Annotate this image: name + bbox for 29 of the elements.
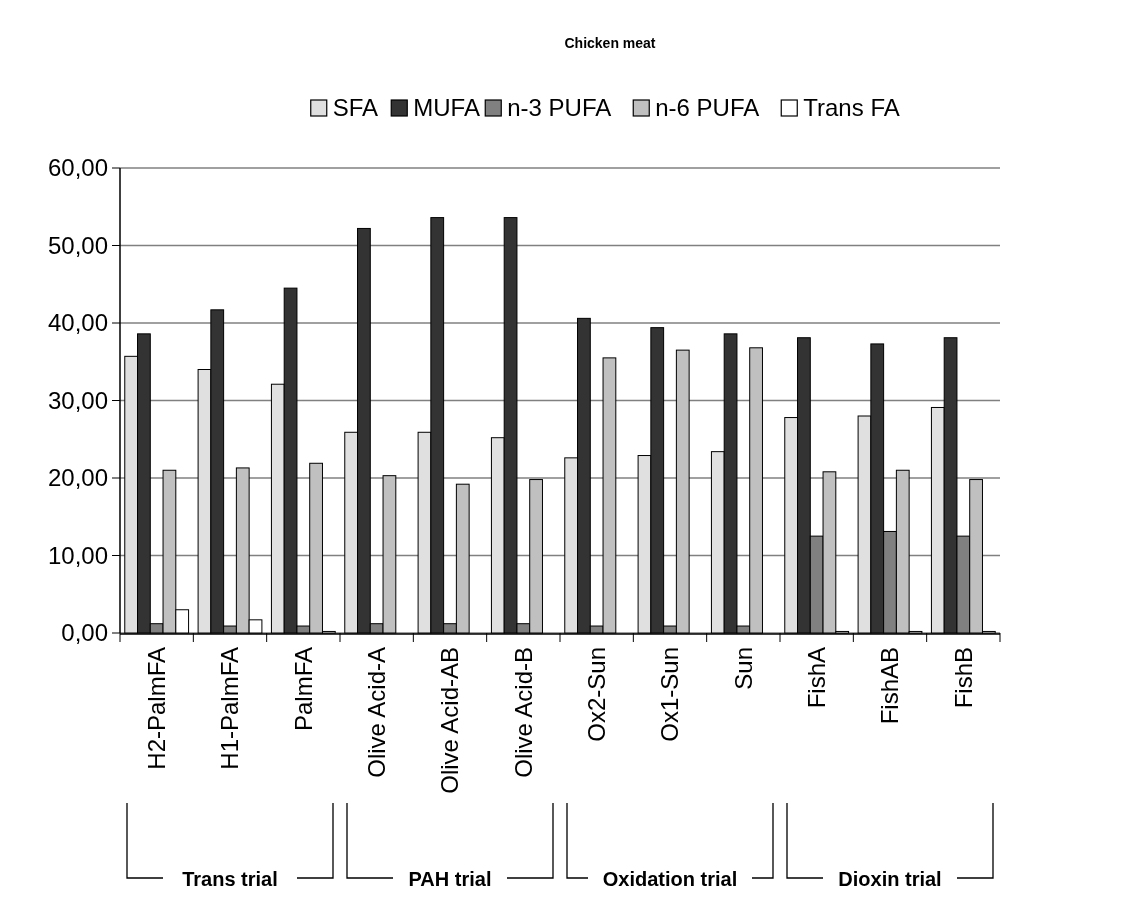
chart-title: Chicken meat	[564, 35, 656, 51]
y-tick-label: 30,00	[47, 386, 108, 414]
text: Oxidation trial	[602, 868, 738, 890]
legend-label: n-6 PUFA	[655, 94, 760, 122]
legend-label: SFA	[332, 94, 379, 122]
x-tick-label: FishA	[803, 647, 831, 709]
x-tick-label: Ox2-Sun	[583, 647, 611, 742]
legend-label: MUFA	[413, 94, 480, 122]
y-tick-label: 0,00	[61, 619, 108, 647]
y-tick-label: 50,00	[47, 231, 108, 259]
x-tick-label: H1-PalmFA	[216, 647, 244, 770]
text: PAH trial	[408, 868, 492, 890]
y-tick-label: 20,00	[47, 464, 108, 492]
x-tick-label: H2-PalmFA	[143, 647, 171, 770]
y-tick-label: 60,00	[47, 154, 108, 182]
text: Dioxin trial	[838, 868, 942, 890]
x-tick-label: FishB	[949, 647, 977, 709]
x-tick-label: Olive Acid-B	[509, 647, 537, 778]
x-tick-label: Olive Acid-AB	[436, 647, 464, 794]
x-tick-label: Olive Acid-A	[363, 647, 391, 778]
legend-label: n-3 PUFA	[507, 94, 612, 122]
x-tick-label: PalmFA	[289, 647, 317, 732]
y-tick-label: 10,00	[47, 541, 108, 569]
x-tick-label: FishAB	[876, 647, 904, 725]
legend-label: Trans FA	[803, 94, 900, 122]
x-tick-label: Ox1-Sun	[656, 647, 684, 742]
x-tick-label: Sun	[729, 647, 757, 690]
y-tick-label: 40,00	[47, 309, 108, 337]
text: Trans trial	[182, 868, 278, 890]
